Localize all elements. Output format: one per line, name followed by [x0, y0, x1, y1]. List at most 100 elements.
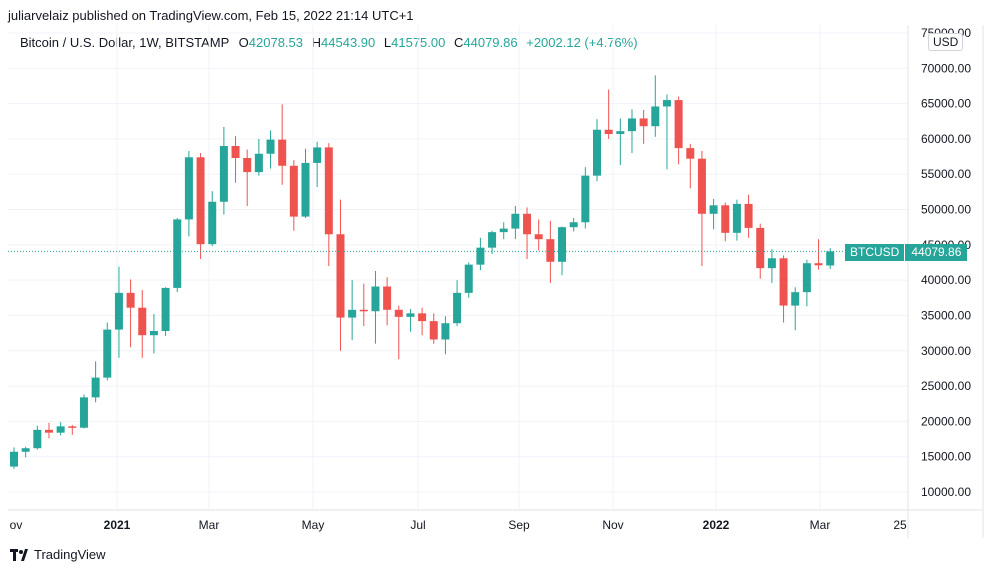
- candle: [10, 447, 18, 469]
- candle: [767, 249, 776, 283]
- candle-body: [662, 100, 671, 107]
- candle-body: [767, 258, 776, 269]
- candle-body: [138, 307, 147, 336]
- candle: [278, 104, 287, 185]
- candle-body: [534, 234, 543, 240]
- candle: [243, 149, 252, 207]
- candle: [394, 305, 403, 360]
- y-tick-label: 55000.00: [921, 167, 971, 181]
- candle: [266, 130, 275, 169]
- candle: [569, 218, 578, 232]
- candle-body: [488, 232, 497, 248]
- candle: [476, 237, 485, 271]
- x-tick-label: Mar: [810, 518, 831, 532]
- candle-body: [523, 213, 532, 235]
- candle: [231, 136, 240, 183]
- candle-body: [697, 158, 706, 214]
- candle: [662, 94, 671, 170]
- candle: [604, 89, 613, 139]
- candle: [138, 290, 147, 358]
- candle-body: [453, 292, 462, 324]
- candle-body: [814, 263, 823, 266]
- candle: [523, 207, 532, 259]
- last-price-tag: BTCUSD 44079.86: [845, 244, 968, 261]
- candle: [68, 424, 77, 435]
- candle-body: [394, 309, 403, 317]
- candle: [254, 138, 263, 176]
- candle: [91, 361, 100, 403]
- candle: [791, 287, 800, 331]
- candle-body: [161, 287, 170, 331]
- x-tick-label: ov: [10, 518, 23, 532]
- candle: [802, 259, 811, 307]
- candle-body: [511, 213, 520, 229]
- x-tick-label: 2022: [703, 518, 730, 532]
- candle-body: [126, 292, 135, 308]
- tradingview-brand[interactable]: TradingView: [10, 547, 106, 562]
- candle-body: [476, 247, 485, 265]
- x-tick-label: 25: [893, 518, 907, 532]
- candle: [639, 109, 648, 144]
- candle-body: [581, 175, 590, 223]
- candle-body: [686, 148, 695, 159]
- symbol-legend: Bitcoin / U.S. Dollar, 1W, BITSTAMP O420…: [20, 35, 638, 50]
- grid: [8, 25, 908, 510]
- candle: [756, 223, 765, 279]
- candle-body: [732, 203, 741, 233]
- candle-body: [254, 153, 263, 173]
- candle-body: [359, 309, 368, 312]
- x-tick-label: 2021: [104, 518, 131, 532]
- candles: [10, 75, 835, 469]
- candle-body: [721, 205, 730, 233]
- price-tag-value: 44079.86: [905, 244, 968, 261]
- candle: [103, 322, 112, 381]
- candle-body: [44, 429, 53, 433]
- low-label: L: [383, 35, 392, 50]
- candle: [406, 309, 415, 332]
- candle-body: [464, 264, 473, 293]
- y-tick-label: 35000.00: [921, 308, 971, 322]
- x-tick-label: Sep: [508, 518, 530, 532]
- tradingview-logo-icon: [10, 548, 28, 561]
- x-tick-label: Jul: [410, 518, 425, 532]
- candle-body: [499, 228, 508, 233]
- candle: [56, 422, 65, 436]
- published-by-header: juliarvelaiz published on TradingView.co…: [8, 8, 414, 23]
- candle: [324, 143, 333, 267]
- candle-body: [744, 203, 753, 228]
- candle: [336, 199, 345, 351]
- candle: [441, 316, 450, 355]
- candle-body: [406, 313, 415, 317]
- candle-body: [149, 330, 158, 336]
- candle-body: [383, 286, 392, 310]
- candle-body: [231, 145, 240, 158]
- candle: [686, 143, 695, 189]
- candle-body: [336, 234, 345, 318]
- candle: [534, 219, 543, 251]
- candle: [184, 150, 193, 237]
- candle-body: [593, 129, 601, 176]
- candle-body: [103, 329, 112, 378]
- currency-badge[interactable]: USD: [928, 33, 964, 51]
- candle-body: [371, 286, 380, 312]
- candle-body: [709, 205, 718, 214]
- x-tick-label: May: [302, 518, 325, 532]
- candle: [371, 270, 380, 344]
- candle: [651, 75, 660, 137]
- y-tick-label: 25000.00: [921, 379, 971, 393]
- high-label: H: [311, 35, 322, 50]
- close-label: C: [453, 35, 464, 50]
- candle: [464, 262, 473, 298]
- candle-body: [791, 292, 800, 306]
- candle-body: [756, 227, 765, 269]
- price-tag-symbol: BTCUSD: [845, 244, 906, 261]
- candle: [348, 280, 357, 341]
- open-value: 42078.53: [248, 35, 304, 50]
- candle: [744, 194, 753, 238]
- candle-body: [219, 145, 228, 202]
- candle-body: [243, 157, 252, 173]
- high-value: 44543.90: [321, 35, 376, 50]
- candle-body: [184, 157, 193, 220]
- candle-body: [313, 147, 322, 163]
